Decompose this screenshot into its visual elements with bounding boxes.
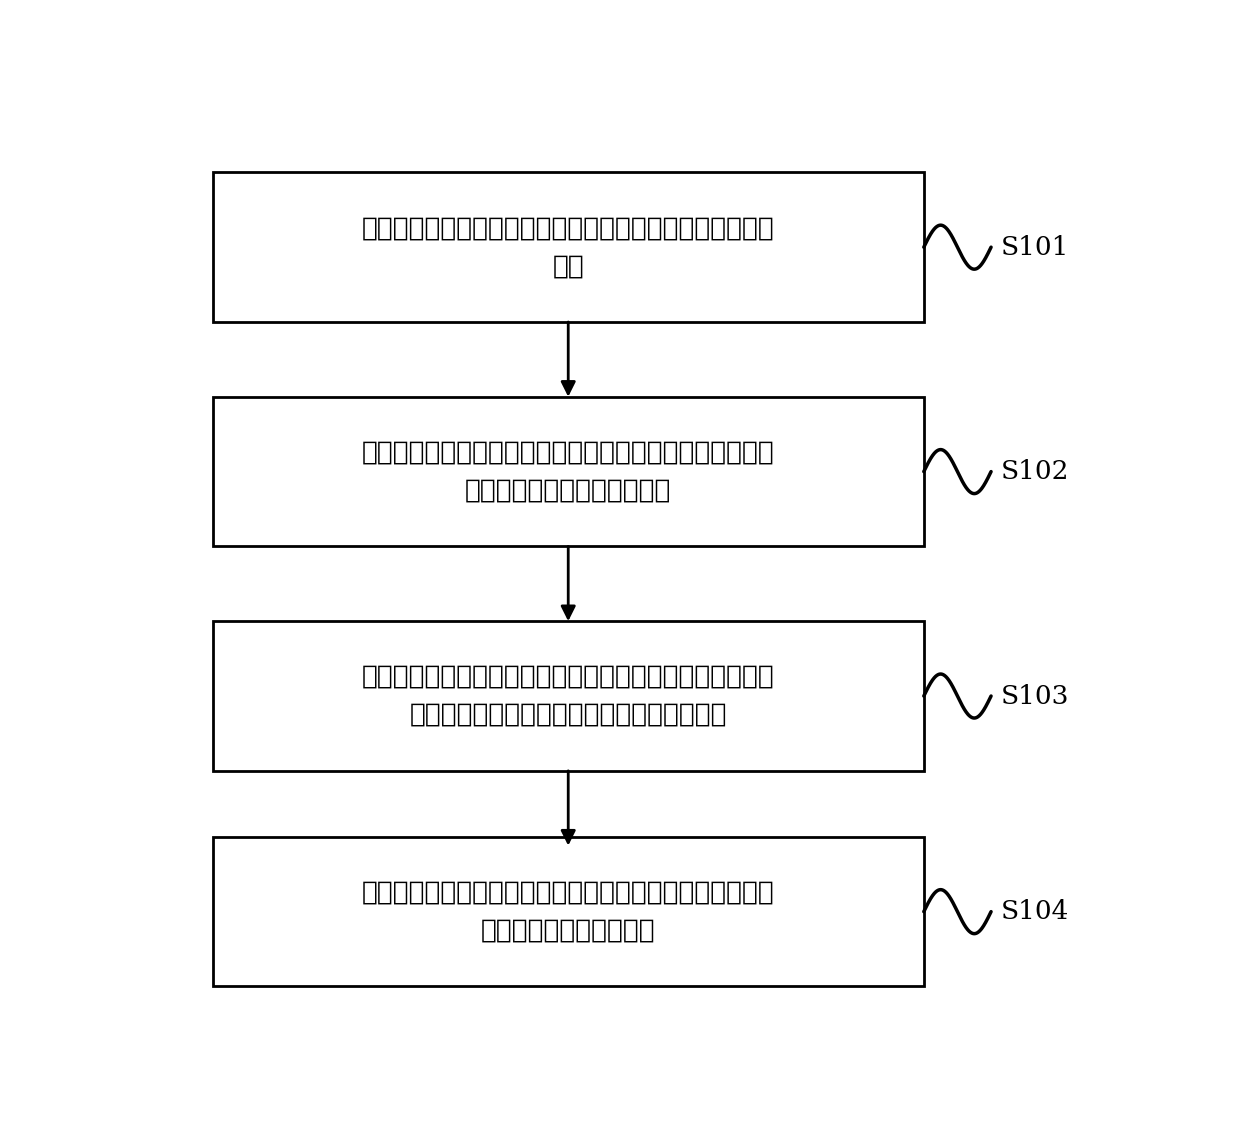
Text: 通过与所述钻咀的尺寸相同的第二槽刀分别对两个所述小圆
孔进行返钻，制作除粉尘孔，以去除钻孔粉尘: 通过与所述钻咀的尺寸相同的第二槽刀分别对两个所述小圆 孔进行返钻，制作除粉尘孔，… bbox=[362, 664, 775, 728]
Text: 通过第一槽刀在两个所述小圆孔之间制作大圆孔，所述大圆
孔分别与两个所述小圆孔相交: 通过第一槽刀在两个所述小圆孔之间制作大圆孔，所述大圆 孔分别与两个所述小圆孔相交 bbox=[362, 440, 775, 504]
FancyBboxPatch shape bbox=[213, 173, 924, 322]
Text: 通过钻咀在印制电路板板上的待加工区域制作对称的两个小
圆孔: 通过钻咀在印制电路板板上的待加工区域制作对称的两个小 圆孔 bbox=[362, 215, 775, 279]
FancyBboxPatch shape bbox=[213, 837, 924, 986]
Text: S101: S101 bbox=[1001, 234, 1069, 259]
Text: S104: S104 bbox=[1001, 900, 1069, 925]
Text: 通过锣刀在所述小圆孔与所述大圆孔的每个相交位置制作除
毛刺孔，以去除钻孔毛刺: 通过锣刀在所述小圆孔与所述大圆孔的每个相交位置制作除 毛刺孔，以去除钻孔毛刺 bbox=[362, 880, 775, 944]
Text: S103: S103 bbox=[1001, 684, 1069, 709]
FancyBboxPatch shape bbox=[213, 397, 924, 546]
FancyBboxPatch shape bbox=[213, 621, 924, 770]
Text: S102: S102 bbox=[1001, 459, 1069, 485]
